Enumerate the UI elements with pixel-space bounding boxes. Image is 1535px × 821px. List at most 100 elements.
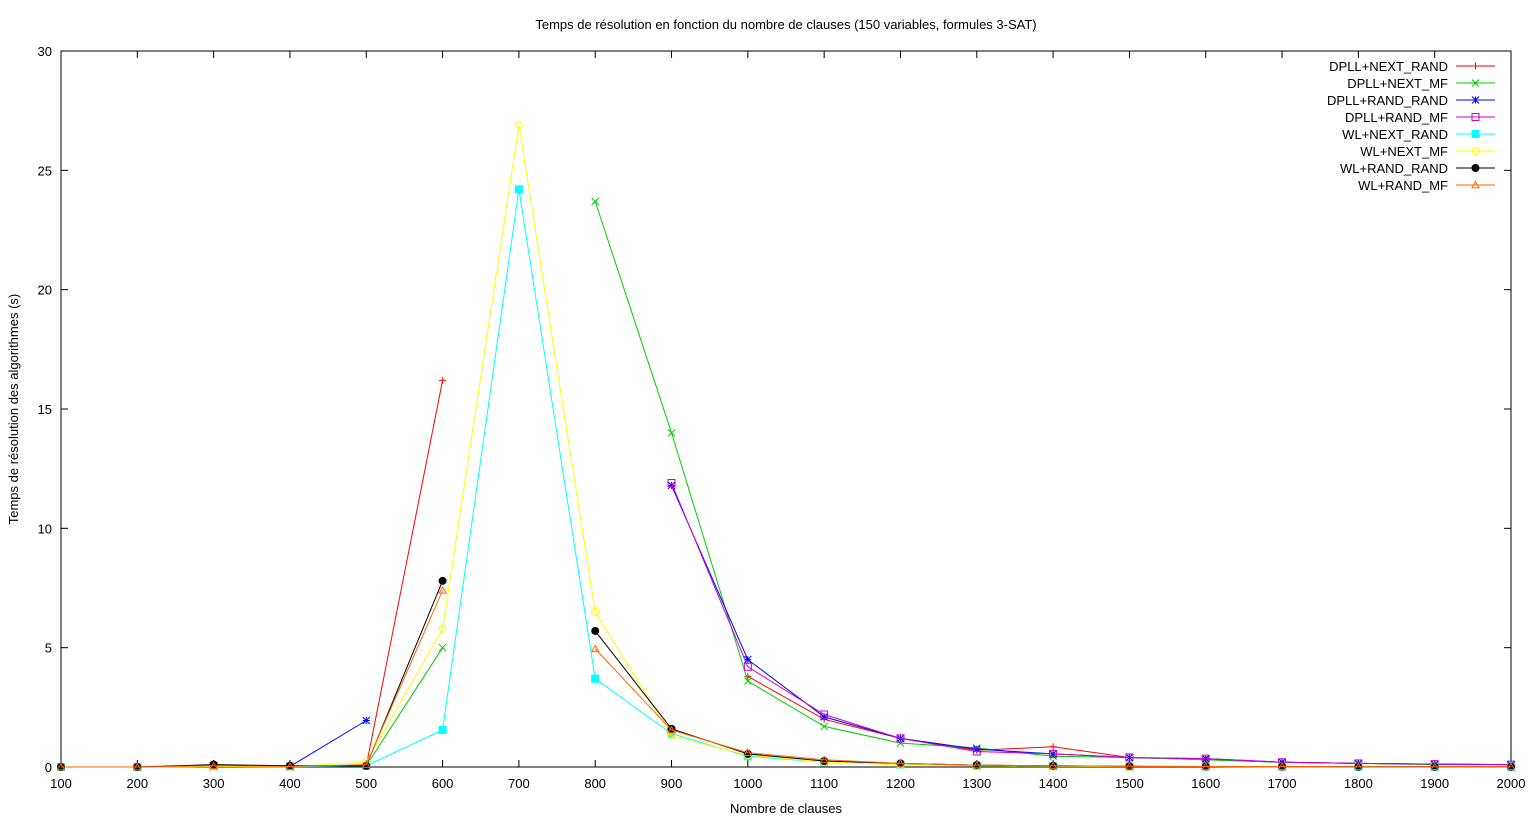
x-tick-label: 1500 [1115,776,1144,791]
data-point [1471,130,1480,138]
series-wl-next-rand [57,185,1515,771]
data-point [743,655,752,664]
data-point [1125,761,1134,770]
data-point [1201,761,1211,770]
series-wl-rand-rand [57,576,1515,771]
data-point [438,726,447,735]
x-tick-label: 600 [432,776,454,791]
legend-label: WL+NEXT_MF [1360,144,1448,159]
series-line [61,124,1511,768]
data-point [1506,762,1516,771]
series-line [671,482,1512,766]
data-point [1049,743,1057,751]
data-point [1471,113,1480,121]
data-point [1125,753,1134,762]
data-point [1471,147,1480,155]
series-line [61,647,444,768]
data-point [438,576,447,585]
data-point [439,376,447,384]
series-line [594,201,1511,766]
data-point [820,710,829,719]
x-tick-label: 1700 [1268,776,1297,791]
series-dpll-next-rand [57,376,1515,771]
data-point [1472,62,1479,70]
data-point [972,745,981,753]
data-point [361,760,371,768]
series-layer [56,120,1516,771]
y-axis-label: Temps de résolution des algorithmes (s) [6,294,21,525]
x-tick-label: 1800 [1344,776,1373,791]
data-point [1430,762,1440,771]
axis-ticks: 100 200 300 400 500 600 700 800 900 1000 1100 1200 1… [38,44,1526,791]
data-point [438,585,447,594]
plot-frame [60,50,1512,768]
x-tick-label: 100 [50,776,72,791]
data-point [667,478,676,487]
y-tick-label: 15 [38,402,52,417]
x-tick-label: 200 [126,776,148,791]
data-point [667,725,676,734]
data-point [438,643,447,652]
data-point [590,644,600,653]
data-point [1277,761,1287,770]
data-point [743,677,752,685]
data-point [743,748,753,756]
x-tick-label: 1200 [886,776,915,791]
y-tick-label: 10 [38,521,52,536]
data-point [820,722,829,731]
legend-label: WL+RAND_MF [1358,178,1448,193]
legend-label: DPLL+RAND_RAND [1327,93,1448,108]
x-tick-label: 1600 [1191,776,1220,791]
data-point [591,607,600,616]
data-point [1354,762,1363,771]
data-point [819,755,829,764]
y-tick-label: 30 [38,44,52,59]
x-tick-label: 1000 [733,776,762,791]
series-line [61,590,444,768]
series-dpll-next-mf [57,197,1515,771]
data-point [591,674,600,683]
x-tick-label: 500 [355,776,377,791]
chart-title: Temps de résolution en fonction du nombr… [535,17,1036,32]
legend: DPLL+NEXT_RAND DPLL+NEXT_MF DPLL+RAND_RAND… [1327,59,1495,193]
data-point [743,662,752,671]
data-point [1471,79,1480,87]
data-point [1049,749,1058,758]
data-point [362,716,371,725]
series-line [61,580,444,768]
data-point [56,762,66,771]
x-tick-label: 1100 [810,776,838,791]
data-point [1471,164,1480,172]
data-point [896,758,905,767]
series-line [594,648,1511,768]
x-tick-label: 700 [508,776,530,791]
x-tick-label: 400 [279,776,301,791]
x-tick-label: 2000 [1497,776,1526,791]
x-axis-label: Nombre de clauses [730,801,842,816]
series-wl-rand-mf [56,585,1516,771]
series-line [61,189,1511,768]
series-line [747,675,1512,766]
y-tick-label: 5 [45,641,52,656]
data-point [132,762,142,771]
data-point [667,429,676,437]
data-point [591,626,600,635]
y-tick-label: 0 [45,760,52,775]
x-tick-label: 1300 [962,776,991,791]
y-tick-label: 20 [38,283,52,298]
data-point [744,672,752,680]
data-point [1471,96,1480,104]
series-dpll-rand-mf [57,478,1515,771]
data-point [514,185,523,194]
legend-label: DPLL+NEXT_MF [1347,76,1448,91]
data-point [591,197,600,206]
series-wl-next-mf [57,120,1515,771]
x-tick-label: 800 [584,776,606,791]
data-point [438,624,447,633]
x-tick-label: 300 [203,776,225,791]
legend-label: WL+RAND_RAND [1340,161,1448,176]
data-point [514,120,523,129]
data-point [972,747,981,756]
data-point [972,760,982,769]
